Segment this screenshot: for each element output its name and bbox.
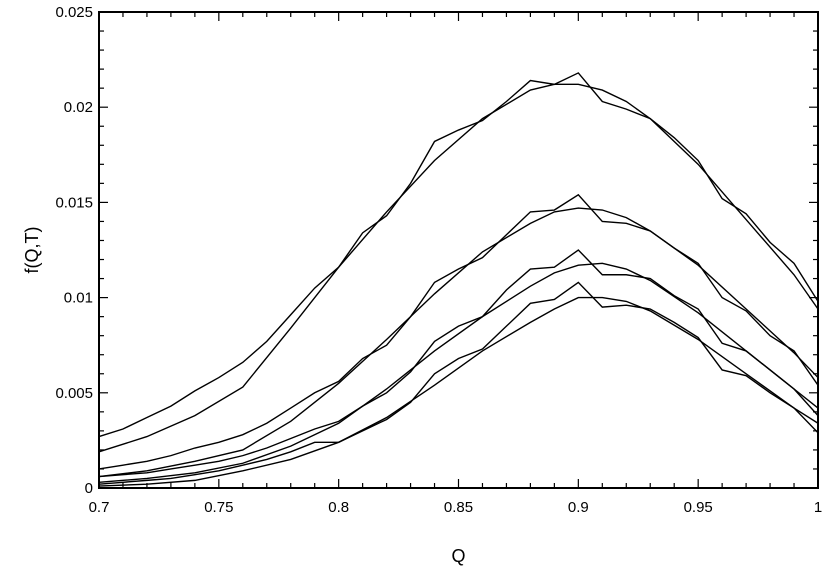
x-tick-labels: 0.7 0.75 0.8 0.85 0.9 0.95 1 xyxy=(89,499,823,516)
y-tick-label: 0.025 xyxy=(55,4,93,21)
x-tick-label: 0.8 xyxy=(328,499,349,516)
x-tick-label: 0.7 xyxy=(89,499,110,516)
x-tick-label: 1 xyxy=(814,499,822,516)
series-line-3 xyxy=(98,193,819,470)
series-line-5 xyxy=(98,249,819,478)
y-tick-label: 0.005 xyxy=(55,385,93,402)
series-line-7 xyxy=(98,281,819,485)
x-axis-label: Q xyxy=(451,546,465,566)
y-tick-label: 0.02 xyxy=(64,99,93,116)
x-tick-label: 0.95 xyxy=(684,499,713,516)
x-tick-label: 0.85 xyxy=(444,499,473,516)
y-tick-label: 0 xyxy=(85,480,93,497)
axis-ticks xyxy=(98,11,819,489)
y-tick-label: 0.015 xyxy=(55,194,93,211)
series-line-4 xyxy=(98,207,819,478)
series-line-6 xyxy=(98,262,819,483)
series-line-1 xyxy=(98,72,819,438)
y-tick-labels: 0 0.005 0.01 0.015 0.02 0.025 xyxy=(55,4,93,497)
y-tick-label: 0.01 xyxy=(64,290,93,307)
y-axis-label: f(Q,T) xyxy=(22,227,42,274)
series-group xyxy=(98,72,819,487)
x-tick-label: 0.75 xyxy=(204,499,233,516)
series-line-8 xyxy=(98,296,819,487)
series-line-2 xyxy=(98,83,819,453)
x-tick-label: 0.9 xyxy=(568,499,589,516)
plot-frame xyxy=(98,11,819,489)
